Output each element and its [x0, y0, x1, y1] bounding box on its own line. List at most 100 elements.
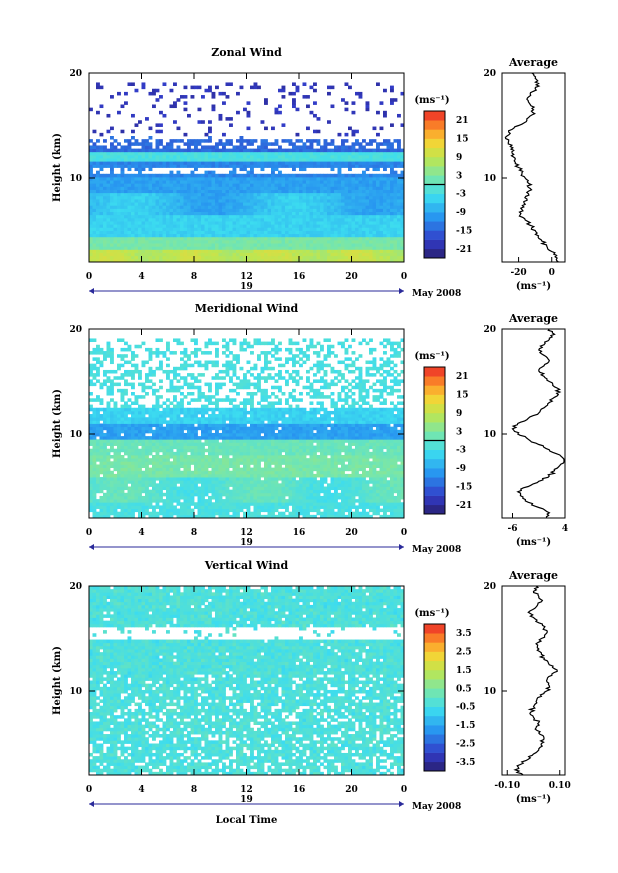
heatmap-cell — [232, 145, 237, 149]
heatmap-cell — [124, 151, 128, 156]
heatmap-cell — [372, 151, 377, 156]
heatmap-cell — [253, 199, 258, 203]
heatmap-cell — [351, 183, 356, 187]
heatmap-cell — [236, 495, 240, 500]
heatmap-cell — [190, 95, 195, 99]
heatmap-cell — [355, 249, 359, 253]
heatmap-cell — [292, 239, 296, 244]
heatmap-cell — [183, 142, 188, 146]
heatmap-cell — [313, 82, 317, 86]
heatmap-cell — [194, 243, 198, 247]
heatmap-cell — [348, 173, 352, 178]
heatmap-cell — [386, 249, 391, 253]
heatmap-cell — [383, 154, 387, 159]
heatmap-cell — [190, 233, 195, 238]
heatmap-cell — [215, 180, 219, 184]
heatmap-cell — [358, 91, 363, 96]
heatmap-cell — [393, 489, 398, 494]
heatmap-cell — [187, 502, 191, 506]
heatmap-cell — [260, 483, 265, 487]
heatmap-cell — [131, 136, 135, 140]
heatmap-cell — [169, 183, 174, 187]
heatmap-cell — [309, 470, 314, 475]
heatmap-cell — [334, 211, 338, 216]
heatmap-cell — [113, 477, 118, 481]
heatmap-cell — [89, 243, 93, 247]
heatmap-cell — [327, 85, 331, 90]
heatmap-cell — [211, 173, 216, 178]
heatmap-cell — [358, 473, 363, 478]
heatmap-cell — [365, 227, 370, 231]
heatmap-cell — [351, 467, 356, 472]
heatmap-cell — [274, 214, 279, 219]
heatmap-cell — [288, 199, 293, 203]
heatmap-cell — [232, 189, 237, 194]
heatmap-cell — [264, 211, 268, 216]
heatmap-cell — [208, 252, 212, 257]
heatmap-cell — [285, 239, 289, 244]
heatmap-cell — [257, 199, 261, 203]
heatmap-cell — [131, 249, 135, 253]
heatmap-cell — [330, 233, 335, 238]
heatmap-cell — [288, 148, 293, 153]
heatmap-cell — [250, 142, 254, 146]
heatmap-cell — [316, 489, 321, 494]
heatmap-cell — [180, 95, 184, 99]
heatmap-cell — [390, 142, 394, 146]
heatmap-cell — [309, 148, 314, 153]
heatmap-cell — [250, 473, 254, 478]
heatmap-cell — [173, 101, 177, 105]
heatmap-cell — [173, 217, 177, 222]
heatmap-cell — [302, 224, 307, 228]
heatmap-cell — [169, 495, 174, 500]
heatmap-cell — [362, 246, 366, 250]
heatmap-cell — [327, 492, 331, 497]
heatmap-cell — [397, 477, 401, 481]
heatmap-cell — [117, 189, 121, 194]
heatmap-cell — [169, 180, 174, 184]
heatmap-cell — [89, 467, 93, 472]
heatmap-cell — [169, 224, 174, 228]
heatmap-cell — [292, 230, 296, 235]
heatmap-cell — [320, 243, 324, 247]
heatmap-cell — [183, 483, 188, 487]
heatmap-cell — [313, 233, 317, 238]
heatmap-cell — [197, 258, 202, 263]
heatmap-cell — [162, 145, 167, 149]
heatmap-cell — [320, 164, 324, 168]
heatmap-cell — [183, 480, 188, 484]
heatmap-cell — [302, 167, 307, 172]
heatmap-cell — [113, 139, 118, 143]
colorbar-segment — [424, 120, 445, 130]
heatmap-cell — [183, 164, 188, 168]
heatmap-cell — [183, 499, 188, 503]
heatmap-cell — [194, 151, 198, 156]
heatmap-cell — [288, 477, 293, 481]
heatmap-cell — [313, 230, 317, 235]
heatmap-cell — [218, 514, 223, 519]
heatmap-cell — [351, 154, 356, 159]
heatmap-cell — [96, 176, 100, 181]
heatmap-cell — [127, 217, 132, 222]
heatmap-cell — [246, 243, 251, 247]
heatmap-cell — [327, 483, 331, 487]
heatmap-cell — [232, 202, 237, 206]
heatmap-cell — [194, 186, 198, 190]
heatmap-cell — [187, 492, 191, 497]
heatmap-cell — [260, 489, 265, 494]
heatmap-cell — [362, 477, 366, 481]
heatmap-cell — [99, 239, 104, 244]
heatmap-cell — [365, 161, 370, 165]
heatmap-cell — [190, 192, 195, 197]
heatmap-cell — [190, 189, 195, 194]
heatmap-cell — [204, 132, 209, 137]
heatmap-cell — [281, 195, 286, 200]
heatmap-cell — [369, 502, 373, 506]
heatmap-cell — [113, 148, 118, 153]
heatmap-cell — [89, 252, 93, 257]
heatmap-cell — [271, 239, 275, 244]
heatmap-cell — [169, 239, 174, 244]
heatmap-cell — [351, 480, 356, 484]
heatmap-cell — [246, 470, 251, 475]
heatmap-cell — [376, 205, 380, 209]
